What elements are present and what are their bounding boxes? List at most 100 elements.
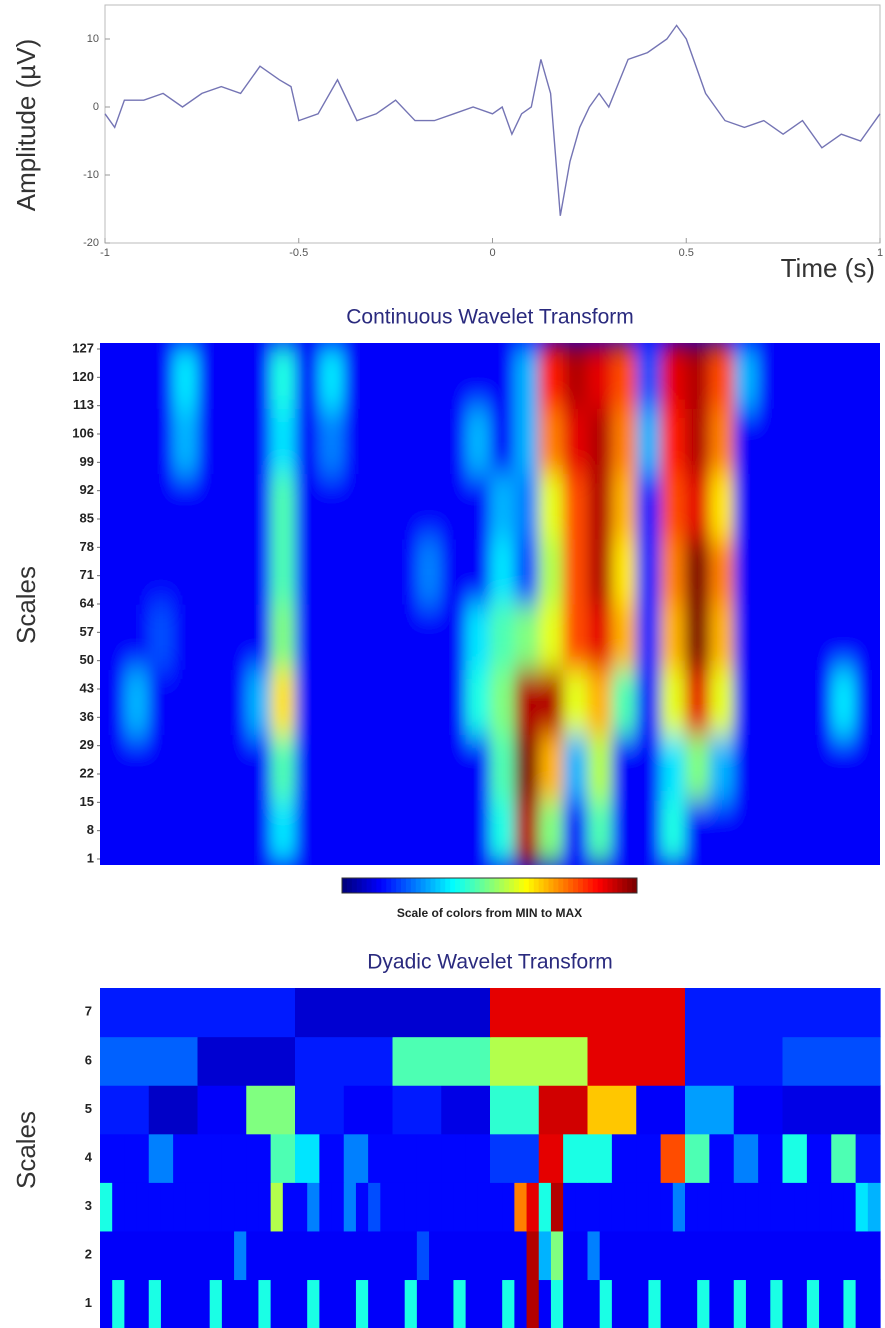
heatmap-cell — [758, 1133, 784, 1183]
heatmap-cell — [672, 1279, 686, 1328]
heatmap-cell — [563, 669, 589, 736]
heatmap-cell — [124, 1230, 138, 1281]
heatmap-cell — [611, 1133, 637, 1183]
heatmap-cell — [282, 1279, 296, 1328]
heatmap-cell — [246, 1230, 260, 1281]
heatmap-cell — [490, 538, 515, 605]
heatmap-cell — [368, 538, 394, 605]
heatmap-cell — [295, 408, 320, 475]
heatmap-cell — [319, 1182, 333, 1232]
heatmap-cell — [709, 1230, 723, 1281]
colorbar-step — [381, 878, 387, 893]
heatmap-cell — [197, 988, 296, 1038]
heatmap-cell — [831, 1085, 881, 1135]
heatmap-cell — [636, 799, 662, 865]
heatmap-cell — [441, 669, 467, 736]
heatmap-cells — [100, 988, 881, 1328]
heatmap-cell — [490, 408, 515, 475]
heatmap-cell — [538, 1085, 589, 1135]
heatmap-cell — [221, 473, 247, 540]
heatmap-cell — [392, 473, 418, 540]
heatmap-cell — [441, 473, 467, 540]
heatmap-cell — [100, 669, 125, 736]
heatmap-cell — [733, 1182, 747, 1232]
heatmap-cell — [563, 1133, 589, 1183]
heatmap-cell — [392, 734, 418, 801]
heatmap-cell — [587, 1230, 601, 1281]
heatmap-cell — [392, 988, 491, 1038]
heatmap-cell — [295, 734, 320, 801]
heatmap-cell — [185, 1279, 199, 1328]
heatmap-cell — [295, 1133, 320, 1183]
heatmap-cell — [319, 1279, 333, 1328]
heatmap-cell — [587, 1036, 686, 1086]
heatmap-cell — [831, 799, 857, 865]
heatmap-cell — [636, 1182, 650, 1232]
heatmap-cell — [404, 1182, 418, 1232]
heatmap-cell — [392, 408, 418, 475]
heatmap-cell — [709, 734, 735, 801]
heatmap-cell — [392, 538, 418, 605]
heatmap-cell — [758, 343, 784, 409]
y-tick-label: 29 — [80, 737, 94, 752]
heatmap-cell — [453, 1279, 467, 1328]
x-tick-label: 0 — [489, 247, 495, 259]
heatmap-cell — [782, 473, 808, 540]
heatmap-cell — [660, 343, 686, 409]
y-tick-label: 2 — [85, 1247, 92, 1262]
heatmap-cell — [709, 1133, 735, 1183]
heatmap-cell — [441, 343, 467, 409]
heatmap-cell — [441, 604, 467, 670]
heatmap-cell — [197, 669, 223, 736]
heatmap-cell — [441, 1085, 491, 1135]
heatmap-cell — [173, 734, 199, 801]
heatmap-cell — [685, 1279, 698, 1328]
colorbar-step — [371, 878, 377, 893]
heatmap-cell — [246, 408, 272, 475]
heatmap-cell — [221, 604, 247, 670]
heatmap-cell — [221, 1279, 235, 1328]
heatmap-cell — [197, 1133, 223, 1183]
heatmap-cell — [100, 1133, 125, 1183]
heatmap-cell — [355, 1230, 369, 1281]
heatmap-cell — [538, 343, 564, 409]
heatmap-cell — [806, 669, 832, 736]
heatmap-cell — [563, 1279, 576, 1328]
heatmap-cell — [270, 1182, 284, 1232]
heatmap-cell — [575, 1182, 589, 1232]
heatmap-cell — [782, 1182, 796, 1232]
heatmap-cell — [538, 1230, 552, 1281]
y-tick-label: 36 — [80, 709, 94, 724]
y-tick-label: 22 — [80, 765, 94, 780]
heatmap-cell — [611, 1230, 625, 1281]
heatmap-cell — [197, 1036, 296, 1086]
heatmap-cell — [124, 1133, 150, 1183]
heatmap-cell — [368, 669, 394, 736]
heatmap-cell — [416, 1133, 442, 1183]
heatmap-cell — [745, 1279, 759, 1328]
heatmap-cell — [392, 1182, 406, 1232]
heatmap-cell — [221, 734, 247, 801]
colorbar-step — [519, 878, 525, 893]
heatmap-cell — [843, 1279, 857, 1328]
colorbar-step — [474, 878, 481, 893]
heatmap-cell — [319, 669, 345, 736]
heatmap-cell — [867, 1279, 881, 1328]
colorbar-step — [509, 878, 515, 893]
colorbar-step — [401, 878, 407, 893]
colorbar-step — [612, 878, 618, 893]
heatmap-cell — [173, 538, 199, 605]
heatmap-cell — [307, 1182, 320, 1232]
heatmap-cell — [806, 408, 832, 475]
heatmap-cell — [307, 1279, 320, 1328]
heatmap-cell — [209, 1182, 223, 1232]
heatmap-cell — [270, 1279, 284, 1328]
colorbar-step — [450, 878, 456, 893]
heatmap-cell — [819, 1182, 832, 1232]
heatmap-cell — [514, 538, 540, 605]
heatmap-cell — [343, 1230, 357, 1281]
heatmap-cell — [392, 343, 418, 409]
heatmap-cell — [416, 1230, 430, 1281]
chart-title: Dyadic Wavelet Transform — [367, 951, 612, 974]
heatmap-cell — [514, 1182, 528, 1232]
